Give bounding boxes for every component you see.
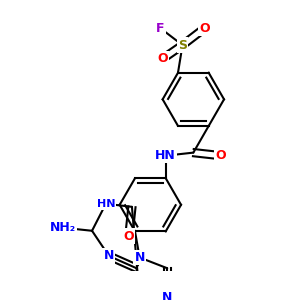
Text: O: O <box>216 149 226 162</box>
Text: O: O <box>124 230 134 242</box>
Text: N: N <box>104 250 114 262</box>
Text: O: O <box>157 52 168 65</box>
Text: N: N <box>134 251 145 264</box>
Text: HN: HN <box>155 149 176 162</box>
Text: S: S <box>178 39 187 52</box>
Text: F: F <box>156 22 165 35</box>
Text: O: O <box>199 22 210 35</box>
Text: N: N <box>162 291 172 300</box>
Text: NH₂: NH₂ <box>50 221 76 234</box>
Text: HN: HN <box>97 199 115 209</box>
